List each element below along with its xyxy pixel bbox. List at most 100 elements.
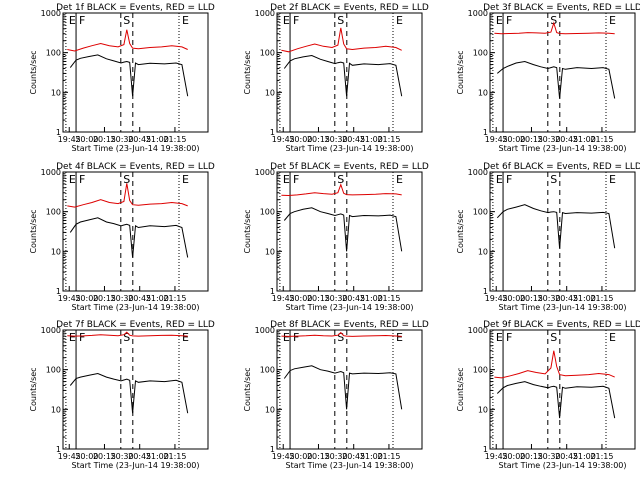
y-tick-label: 1000	[41, 168, 61, 177]
x-tick-label: 20:15	[93, 452, 116, 461]
y-axis-label: Counts/sec	[456, 367, 465, 411]
x-tick-label: 20:45	[128, 135, 151, 144]
y-axis-label: Counts/sec	[29, 367, 38, 411]
y-tick-label: 1000	[41, 9, 61, 18]
marker-label: E	[396, 331, 403, 344]
x-axis-label: Start Time (23-Jun-14 19:38:00)	[499, 303, 627, 312]
x-tick-label: 20:30	[111, 452, 134, 461]
panel-6: Det 6f BLACK = Events, RED = LLD 1 10 100 10…	[456, 162, 640, 312]
series-black-line	[283, 207, 403, 252]
marker-label: S	[337, 331, 344, 344]
y-tick-label: 1000	[255, 9, 275, 18]
x-tick-label: 20:15	[307, 294, 330, 303]
x-tick-label: 20:15	[520, 135, 543, 144]
y-axis-label: Counts/sec	[29, 209, 38, 253]
x-tick-label: 21:00	[146, 294, 169, 303]
marker-label: E	[283, 331, 290, 344]
y-tick-label: 10	[51, 247, 61, 256]
marker-label: F	[293, 14, 299, 27]
series-red-line	[494, 21, 615, 35]
series-black-line	[69, 217, 189, 258]
x-tick-label: 21:00	[573, 135, 596, 144]
x-tick-label: 21:15	[590, 452, 613, 461]
y-tick-label: 10	[265, 88, 275, 97]
series-red-line	[67, 183, 188, 208]
y-tick-label: 100	[260, 49, 275, 58]
x-tick-label: 20:30	[325, 452, 348, 461]
y-tick-label: 1	[270, 445, 275, 454]
marker-label: E	[283, 173, 290, 186]
x-axis-label: Start Time (23-Jun-14 19:38:00)	[286, 303, 414, 312]
panel-title: Det 4f BLACK = Events, RED = LLD	[56, 162, 215, 172]
y-tick-label: 100	[46, 49, 61, 58]
panel-8: Det 8f BLACK = Events, RED = LLD 1 10 100 10…	[243, 320, 429, 470]
marker-label: S	[123, 331, 130, 344]
marker-label: E	[182, 14, 189, 27]
x-tick-label: 20:00	[502, 452, 525, 461]
x-tick-label: 20:30	[538, 135, 561, 144]
x-tick-label: 20:15	[520, 452, 543, 461]
y-axis-label: Counts/sec	[29, 50, 38, 94]
y-tick-label: 10	[478, 247, 488, 256]
marker-label: E	[396, 14, 403, 27]
x-tick-label: 21:15	[377, 135, 400, 144]
marker-label: E	[396, 173, 403, 186]
series-black-line	[496, 204, 616, 249]
y-tick-label: 100	[46, 366, 61, 375]
plot-frame	[62, 171, 209, 292]
x-axis-label: Start Time (23-Jun-14 19:38:00)	[499, 461, 627, 470]
x-tick-label: 19:45	[485, 135, 508, 144]
x-tick-label: 20:15	[307, 452, 330, 461]
marker-label: E	[69, 331, 76, 344]
x-tick-label: 20:30	[111, 135, 134, 144]
x-tick-label: 20:45	[555, 452, 578, 461]
plot-frame	[489, 12, 636, 133]
x-tick-label: 19:45	[58, 135, 81, 144]
y-axis-label: Counts/sec	[243, 209, 252, 253]
y-tick-label: 100	[473, 366, 488, 375]
panel-9: Det 9f BLACK = Events, RED = LLD 1 10 100 10…	[456, 320, 640, 470]
panel-2: Det 2f BLACK = Events, RED = LLD 1 10 100 10…	[243, 3, 429, 153]
y-tick-label: 1000	[255, 326, 275, 335]
marker-label: S	[337, 14, 344, 27]
marker-label: F	[506, 14, 512, 27]
x-tick-label: 20:00	[75, 135, 98, 144]
y-tick-label: 1	[483, 128, 488, 137]
y-tick-label: 10	[51, 88, 61, 97]
y-tick-label: 100	[473, 208, 488, 217]
marker-label: E	[496, 14, 503, 27]
series-red-line	[281, 331, 402, 337]
y-tick-label: 10	[265, 405, 275, 414]
x-tick-label: 20:45	[555, 294, 578, 303]
panel-1: Det 1f BLACK = Events, RED = LLD 1 10 100 10…	[29, 3, 215, 153]
marker-label: E	[496, 331, 503, 344]
panel-title: Det 2f BLACK = Events, RED = LLD	[270, 3, 429, 13]
marker-label: S	[337, 173, 344, 186]
panel-title: Det 9f BLACK = Events, RED = LLD	[483, 320, 640, 330]
marker-label: F	[506, 173, 512, 186]
x-tick-label: 21:00	[360, 135, 383, 144]
marker-label: F	[79, 14, 85, 27]
y-axis-label: Counts/sec	[243, 50, 252, 94]
y-axis-label: Counts/sec	[243, 367, 252, 411]
x-axis-label: Start Time (23-Jun-14 19:38:00)	[499, 144, 627, 153]
x-tick-label: 19:45	[58, 452, 81, 461]
x-tick-label: 19:45	[58, 294, 81, 303]
x-axis-label: Start Time (23-Jun-14 19:38:00)	[72, 461, 200, 470]
x-tick-label: 21:15	[163, 294, 186, 303]
y-tick-label: 10	[478, 88, 488, 97]
marker-label: E	[69, 14, 76, 27]
y-tick-label: 1	[56, 128, 61, 137]
x-tick-label: 19:45	[272, 135, 295, 144]
y-tick-label: 100	[260, 208, 275, 217]
y-axis-label: Counts/sec	[456, 50, 465, 94]
marker-label: E	[609, 331, 616, 344]
y-axis-label: Counts/sec	[456, 209, 465, 253]
x-tick-label: 20:30	[325, 294, 348, 303]
panel-5: Det 5f BLACK = Events, RED = LLD 1 10 100 10…	[243, 162, 429, 312]
x-tick-label: 20:15	[93, 135, 116, 144]
panel-title: Det 8f BLACK = Events, RED = LLD	[270, 320, 429, 330]
plot-frame	[62, 329, 209, 450]
x-tick-label: 20:00	[289, 294, 312, 303]
plot-frame	[276, 329, 423, 450]
